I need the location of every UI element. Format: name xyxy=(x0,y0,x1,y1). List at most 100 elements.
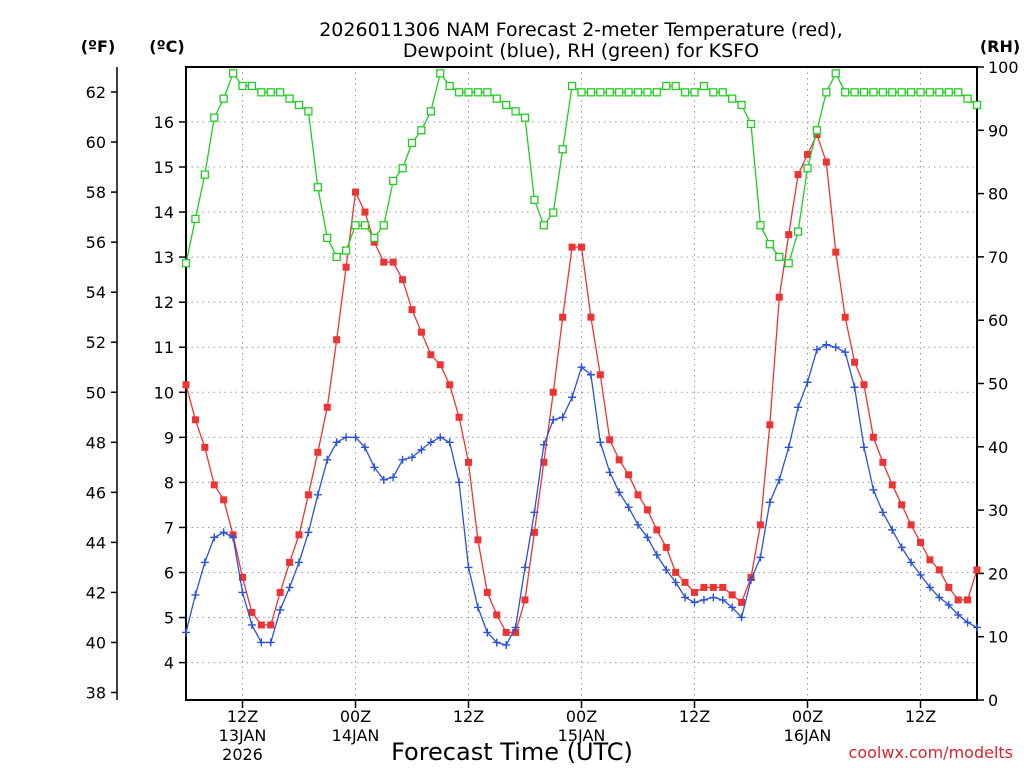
rh-marker xyxy=(407,138,417,148)
rh-marker xyxy=(737,100,746,110)
dewpoint-marker xyxy=(360,443,369,452)
rh-marker xyxy=(718,88,727,97)
fahrenheit-axis-unit-label: (ºF) xyxy=(81,37,116,56)
dewpoint-marker xyxy=(370,463,379,472)
rh-marker xyxy=(803,164,812,173)
fahrenheit-tick-label: 46 xyxy=(86,483,106,502)
fahrenheit-tick-label: 58 xyxy=(86,183,106,202)
tick-labels: 3840424446485052545658606245678910111213… xyxy=(86,58,1019,764)
dewpoint-marker xyxy=(342,433,351,442)
dewpoint-marker xyxy=(577,363,586,372)
temperature-marker xyxy=(681,578,689,586)
rh-marker xyxy=(841,88,850,97)
dewpoint-marker xyxy=(304,528,313,537)
rh-marker xyxy=(728,94,737,103)
dewpoint-marker xyxy=(907,558,916,567)
dewpoint-marker xyxy=(521,563,529,572)
rh-marker xyxy=(577,88,586,97)
dewpoint-marker xyxy=(266,638,275,647)
dewpoint-marker xyxy=(709,593,718,602)
temperature-series xyxy=(182,131,981,636)
temperature-marker xyxy=(643,506,651,514)
rh-marker xyxy=(464,88,473,97)
dewpoint-marker xyxy=(935,593,944,602)
temperature-marker xyxy=(756,521,764,529)
dewpoint-marker xyxy=(417,445,426,454)
rh-tick-label: 70 xyxy=(988,248,1008,267)
dewpoint-marker xyxy=(238,588,247,597)
temperature-marker xyxy=(926,556,934,564)
dewpoint-marker xyxy=(634,520,642,529)
temperature-marker xyxy=(465,458,472,466)
temperature-marker xyxy=(521,596,529,604)
dewpoint-marker xyxy=(831,343,840,352)
celsius-tick-label: 15 xyxy=(154,158,174,177)
dewpoint-marker xyxy=(445,438,454,447)
temperature-marker xyxy=(257,621,265,629)
dewpoint-marker xyxy=(247,620,256,629)
site-credit: coolwx.com/modelts xyxy=(849,743,1013,762)
dewpoint-marker xyxy=(257,638,266,647)
dewpoint-marker xyxy=(954,610,963,619)
rh-tick-label: 80 xyxy=(988,185,1008,204)
dewpoint-marker xyxy=(191,590,200,599)
temperature-marker xyxy=(888,481,896,489)
temperature-marker xyxy=(323,403,331,411)
rh-marker xyxy=(210,113,219,122)
rh-marker xyxy=(323,233,332,243)
rh-marker xyxy=(389,176,398,186)
rh-marker xyxy=(502,100,511,110)
temperature-marker xyxy=(267,621,275,629)
temperature-marker xyxy=(201,443,209,451)
rh-marker xyxy=(690,88,699,97)
temperature-marker xyxy=(493,611,501,619)
rh-marker xyxy=(567,81,577,91)
x-tick-label-time: 12Z xyxy=(905,707,936,726)
dewpoint-marker xyxy=(841,348,850,357)
temperature-marker xyxy=(540,458,548,466)
rh-marker xyxy=(257,88,266,97)
temperature-marker xyxy=(804,151,811,159)
dewpoint-marker xyxy=(351,433,360,442)
rh-marker xyxy=(558,145,567,154)
dewpoint-marker xyxy=(323,455,332,464)
dewpoint-marker xyxy=(586,370,595,379)
rh-marker xyxy=(238,81,247,91)
chart-title-line-2: Dewpoint (blue), RH (green) for KSFO xyxy=(403,40,759,62)
temperature-marker xyxy=(898,501,906,509)
rh-marker xyxy=(709,88,718,97)
rh-marker xyxy=(831,69,840,78)
fahrenheit-tick-label: 52 xyxy=(86,333,106,352)
dewpoint-marker xyxy=(549,415,558,424)
fahrenheit-tick-label: 62 xyxy=(86,83,106,102)
temperature-marker xyxy=(530,528,538,536)
temperature-marker xyxy=(728,591,736,599)
temperature-marker xyxy=(333,336,341,344)
rh-marker xyxy=(285,94,294,103)
temperature-marker xyxy=(559,313,567,321)
dewpoint-marker xyxy=(860,443,868,452)
temperature-marker xyxy=(389,258,397,266)
dewpoint-marker xyxy=(200,558,209,567)
rh-marker xyxy=(878,88,887,97)
rh-marker xyxy=(520,113,530,122)
temperature-marker xyxy=(578,243,585,251)
dewpoint-marker xyxy=(662,565,671,574)
rh-marker xyxy=(181,259,191,268)
rh-marker xyxy=(671,81,680,91)
temperature-marker xyxy=(446,381,454,389)
rh-marker xyxy=(360,221,370,230)
celsius-tick-label: 11 xyxy=(154,338,174,357)
rh-marker xyxy=(775,252,784,262)
dewpoint-marker xyxy=(436,433,445,442)
fahrenheit-tick-label: 42 xyxy=(86,583,106,602)
rh-marker xyxy=(539,221,548,230)
rh-marker xyxy=(869,88,878,97)
rh-marker xyxy=(445,81,454,91)
dewpoint-marker xyxy=(295,558,303,567)
celsius-tick-label: 12 xyxy=(154,293,174,312)
temperature-marker xyxy=(822,158,830,166)
temperature-marker xyxy=(691,588,698,596)
dewpoint-marker xyxy=(511,623,520,632)
temperature-marker xyxy=(775,293,783,301)
